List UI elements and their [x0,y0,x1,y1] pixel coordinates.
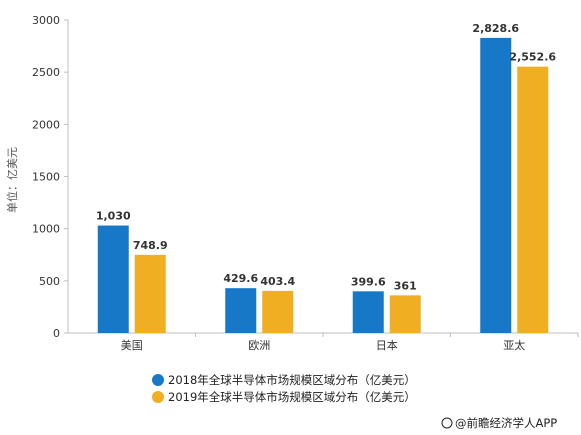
y-tick-label-2: 1000 [32,223,60,236]
data-label-s1-c2: 361 [394,279,417,292]
bar-s0-c0 [97,225,129,333]
bar-s1-c3 [517,66,549,333]
legend-marker-1 [152,391,164,403]
bar-s1-c1 [262,290,294,333]
y-tick-label-3: 1500 [32,171,60,184]
credit-group: @前瞻经济学人APP [441,416,557,430]
x-category-label-3: 亚太 [503,339,525,352]
copyright-icon [441,417,453,429]
data-label-s1-c3: 2,552.6 [509,51,556,64]
data-label-s0-c0: 1,030 [96,210,131,223]
y-tick-label-1: 500 [39,275,60,288]
data-label-s0-c3: 2,828.6 [472,22,519,35]
bar-s0-c2 [352,291,384,333]
y-tick-label-4: 2000 [32,118,60,131]
data-label-s0-c2: 399.6 [351,275,386,288]
source-credit: @前瞻经济学人APP [455,416,557,430]
x-category-label-1: 欧洲 [248,339,270,352]
y-tick-label-5: 2500 [32,66,60,79]
y-tick-label-0: 0 [53,327,60,340]
y-tick-label-6: 3000 [32,14,60,27]
x-category-label-2: 日本 [376,338,398,352]
legend-label-1: 2019年全球半导体市场规模区域分布（亿美元） [168,390,416,404]
legend-label-0: 2018年全球半导体市场规模区域分布（亿美元） [168,373,416,387]
data-label-s0-c1: 429.6 [223,272,258,285]
bar-s1-c2 [389,295,421,333]
bar-s0-c3 [480,37,512,334]
bar-s1-c0 [134,254,166,333]
x-category-label-0: 美国 [121,339,143,352]
data-label-s1-c0: 748.9 [133,239,168,252]
y-axis-label: 单位：亿美元 [5,147,19,213]
bar-s0-c1 [225,288,257,333]
legend-marker-0 [152,374,164,386]
data-label-s1-c1: 403.4 [260,275,295,288]
